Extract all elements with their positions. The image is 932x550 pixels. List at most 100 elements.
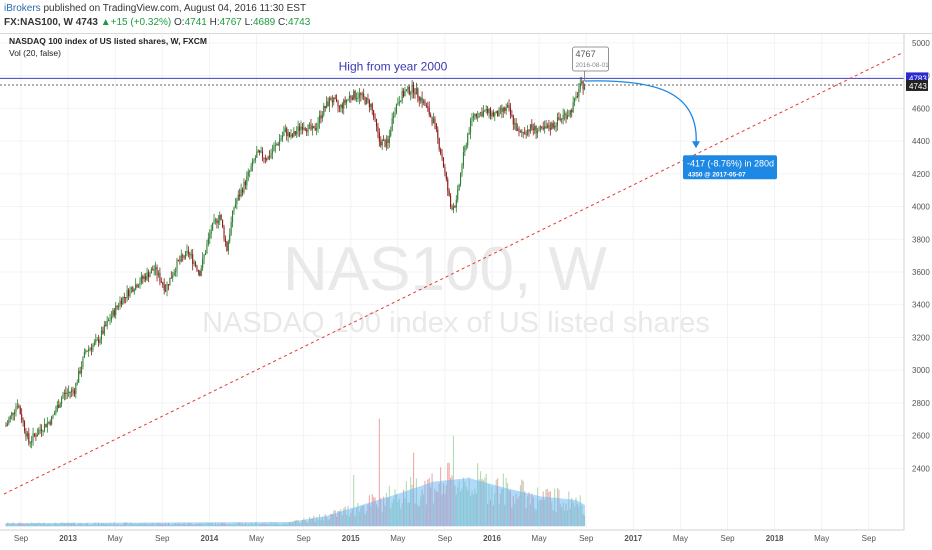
candle-body bbox=[48, 421, 50, 423]
candle-body bbox=[16, 405, 18, 407]
candle-body bbox=[485, 108, 487, 111]
time-axis[interactable]: Sep 2013 May Sep 2014 May Sep 2015 May Sep 2016 May… bbox=[14, 534, 877, 543]
candle-body bbox=[344, 99, 346, 103]
candle-body bbox=[207, 238, 209, 245]
candle-body bbox=[160, 281, 162, 283]
candle-body bbox=[179, 260, 181, 262]
candle-body bbox=[477, 117, 479, 119]
candle-body bbox=[351, 97, 353, 100]
projection-arrowhead bbox=[692, 141, 700, 149]
candle-body bbox=[152, 269, 154, 271]
candle-body bbox=[458, 184, 460, 190]
time-tick-label: 2014 bbox=[201, 534, 219, 543]
candle-body bbox=[19, 407, 21, 415]
candle-body bbox=[129, 288, 131, 296]
candle-body bbox=[122, 297, 124, 305]
candle-body bbox=[361, 93, 363, 96]
candle-body bbox=[116, 305, 118, 307]
candle-body bbox=[507, 104, 509, 108]
candle-body bbox=[51, 416, 53, 425]
candle-body bbox=[340, 104, 342, 108]
candle-body bbox=[22, 419, 24, 422]
candle-body bbox=[12, 412, 14, 415]
candle-body bbox=[283, 132, 285, 136]
price-tick-label: 3200 bbox=[912, 333, 930, 342]
candle-body bbox=[377, 126, 379, 133]
candle-body bbox=[86, 350, 88, 352]
price-tick-label: 5000 bbox=[912, 39, 930, 48]
candle-body bbox=[190, 254, 192, 256]
candle-body bbox=[217, 220, 219, 224]
candle-body bbox=[182, 255, 184, 257]
candle-body bbox=[318, 115, 321, 123]
price-tick-label: 4000 bbox=[912, 203, 930, 212]
candle-body bbox=[284, 128, 286, 133]
candle-body bbox=[488, 108, 490, 114]
candle-body bbox=[220, 214, 222, 220]
candle-body bbox=[508, 104, 510, 108]
price-tick-label: 4200 bbox=[912, 170, 930, 179]
candle-body bbox=[397, 103, 399, 105]
candle-body bbox=[565, 113, 567, 119]
candle-body bbox=[146, 272, 148, 280]
publish-line: iBrokers published on TradingView.com, A… bbox=[4, 3, 306, 14]
price-tick-label: 2400 bbox=[912, 464, 930, 473]
candle-body bbox=[239, 194, 241, 197]
candle-body bbox=[404, 91, 406, 96]
price-axis[interactable]: 2400 2600 2800 3000 3200 3400 3600 3800 4000 4200… bbox=[906, 39, 930, 473]
candle-body bbox=[307, 124, 309, 132]
volume-bar bbox=[378, 418, 380, 526]
candle-body bbox=[194, 262, 197, 266]
candle-body bbox=[98, 339, 100, 343]
candle-body bbox=[128, 290, 130, 296]
symbol-line: FX:NAS100, W 4743 ▲+15 (+0.32%) O:4741 H… bbox=[4, 17, 310, 28]
candle-body bbox=[120, 300, 122, 305]
candle-body bbox=[541, 126, 543, 128]
candle-body bbox=[497, 111, 499, 117]
time-tick-label: Sep bbox=[155, 534, 170, 543]
candle-body bbox=[279, 139, 281, 145]
candle-body bbox=[374, 117, 376, 119]
candle-body bbox=[527, 129, 529, 135]
support-trendline bbox=[3, 51, 905, 495]
candle-body bbox=[170, 277, 172, 279]
candle-body bbox=[558, 117, 560, 120]
candle-body bbox=[556, 117, 559, 126]
candle-body bbox=[440, 149, 442, 154]
candle-body bbox=[424, 100, 426, 106]
candle-body bbox=[353, 91, 355, 100]
candle-body bbox=[373, 110, 375, 118]
candle-body bbox=[180, 255, 182, 261]
candle-body bbox=[400, 101, 402, 103]
candle-body bbox=[370, 103, 372, 108]
candle-body bbox=[105, 324, 107, 326]
candle-body bbox=[403, 90, 405, 96]
candle-body bbox=[210, 230, 212, 235]
price-tick-label: 4400 bbox=[912, 137, 930, 146]
candle-body bbox=[257, 150, 259, 153]
candle-body bbox=[415, 88, 417, 95]
candle-body bbox=[484, 110, 486, 112]
candle-body bbox=[562, 115, 564, 120]
price-chart[interactable]: NAS100, W NASDAQ 100 index of US listed … bbox=[0, 34, 932, 550]
candle-body bbox=[564, 113, 566, 116]
candle-body bbox=[414, 92, 416, 95]
candle-body bbox=[388, 135, 390, 143]
candle-body bbox=[444, 167, 446, 173]
candle-body bbox=[441, 153, 443, 159]
publisher-link[interactable]: iBrokers bbox=[4, 3, 41, 14]
candle-body bbox=[452, 206, 454, 210]
watermark-symbol: NAS100, W bbox=[283, 235, 607, 304]
last-price: 4743 bbox=[75, 17, 98, 28]
candle-body bbox=[499, 108, 502, 110]
candle-body bbox=[489, 108, 492, 117]
candle-body bbox=[385, 139, 388, 147]
high-label: H: bbox=[209, 17, 220, 28]
marker-value: 4767 bbox=[576, 49, 596, 59]
candle-body bbox=[253, 160, 255, 162]
open-label: O: bbox=[174, 17, 185, 28]
candle-body bbox=[407, 86, 409, 90]
projection-arc bbox=[584, 80, 697, 146]
candle-body bbox=[212, 222, 214, 231]
candle-body bbox=[5, 425, 7, 427]
